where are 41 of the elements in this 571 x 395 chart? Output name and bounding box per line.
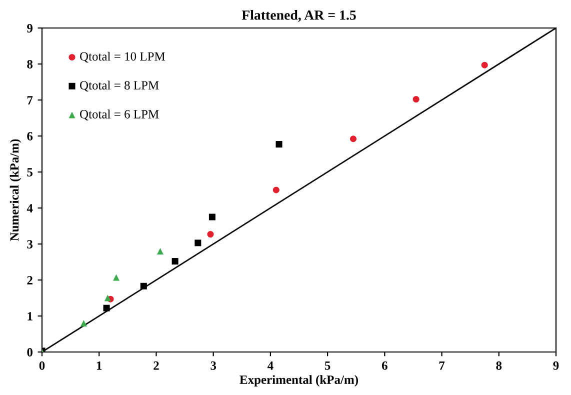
x-tick-label: 6 — [382, 361, 388, 370]
x-axis-title: Experimental (kPa/m) — [240, 375, 358, 386]
y-tick-label: 8 — [27, 60, 33, 68]
point — [276, 141, 282, 148]
point — [140, 282, 147, 290]
legend-label: Qtotal = 6 LPM — [80, 110, 159, 120]
point — [412, 96, 420, 103]
y-tick-label: 6 — [27, 132, 33, 140]
chart-title: Flattened, AR = 1.5 — [242, 10, 356, 22]
point — [80, 320, 87, 326]
point — [194, 240, 202, 246]
x-tick-label: 0 — [39, 361, 45, 370]
y-axis-title: Numerical (kPa/m) — [10, 139, 22, 241]
point — [103, 304, 110, 312]
y-tick-label: 0 — [27, 348, 32, 356]
x-tick-label: 2 — [154, 361, 159, 370]
point — [112, 274, 120, 281]
y-tick-label: 5 — [27, 168, 33, 176]
point — [156, 248, 164, 254]
y-tick-label: 4 — [26, 204, 33, 212]
y-tick-label: 7 — [27, 96, 33, 104]
point — [104, 294, 111, 302]
y-tick-label: 2 — [27, 276, 32, 284]
point — [207, 231, 214, 238]
point — [172, 258, 178, 265]
point — [272, 186, 280, 194]
x-tick-label: 5 — [324, 362, 330, 370]
point — [481, 62, 488, 68]
x-tick-label: 7 — [439, 362, 445, 370]
x-tick-label: 4 — [267, 361, 274, 370]
point — [350, 136, 357, 142]
x-tick-label: 3 — [210, 361, 216, 370]
point — [208, 214, 216, 220]
y-tick-label: 1 — [28, 312, 32, 320]
x-tick-label: 9 — [553, 361, 559, 370]
y-tick-label: 9 — [27, 24, 33, 32]
x-tick-label: 8 — [496, 361, 502, 370]
legend-label: Qtotal = 8 LPM — [80, 80, 159, 92]
x-tick-label: 1 — [96, 361, 102, 370]
y-tick-label: 3 — [27, 240, 33, 248]
legend-label: Qtotal = 10 LPM — [80, 52, 166, 63]
